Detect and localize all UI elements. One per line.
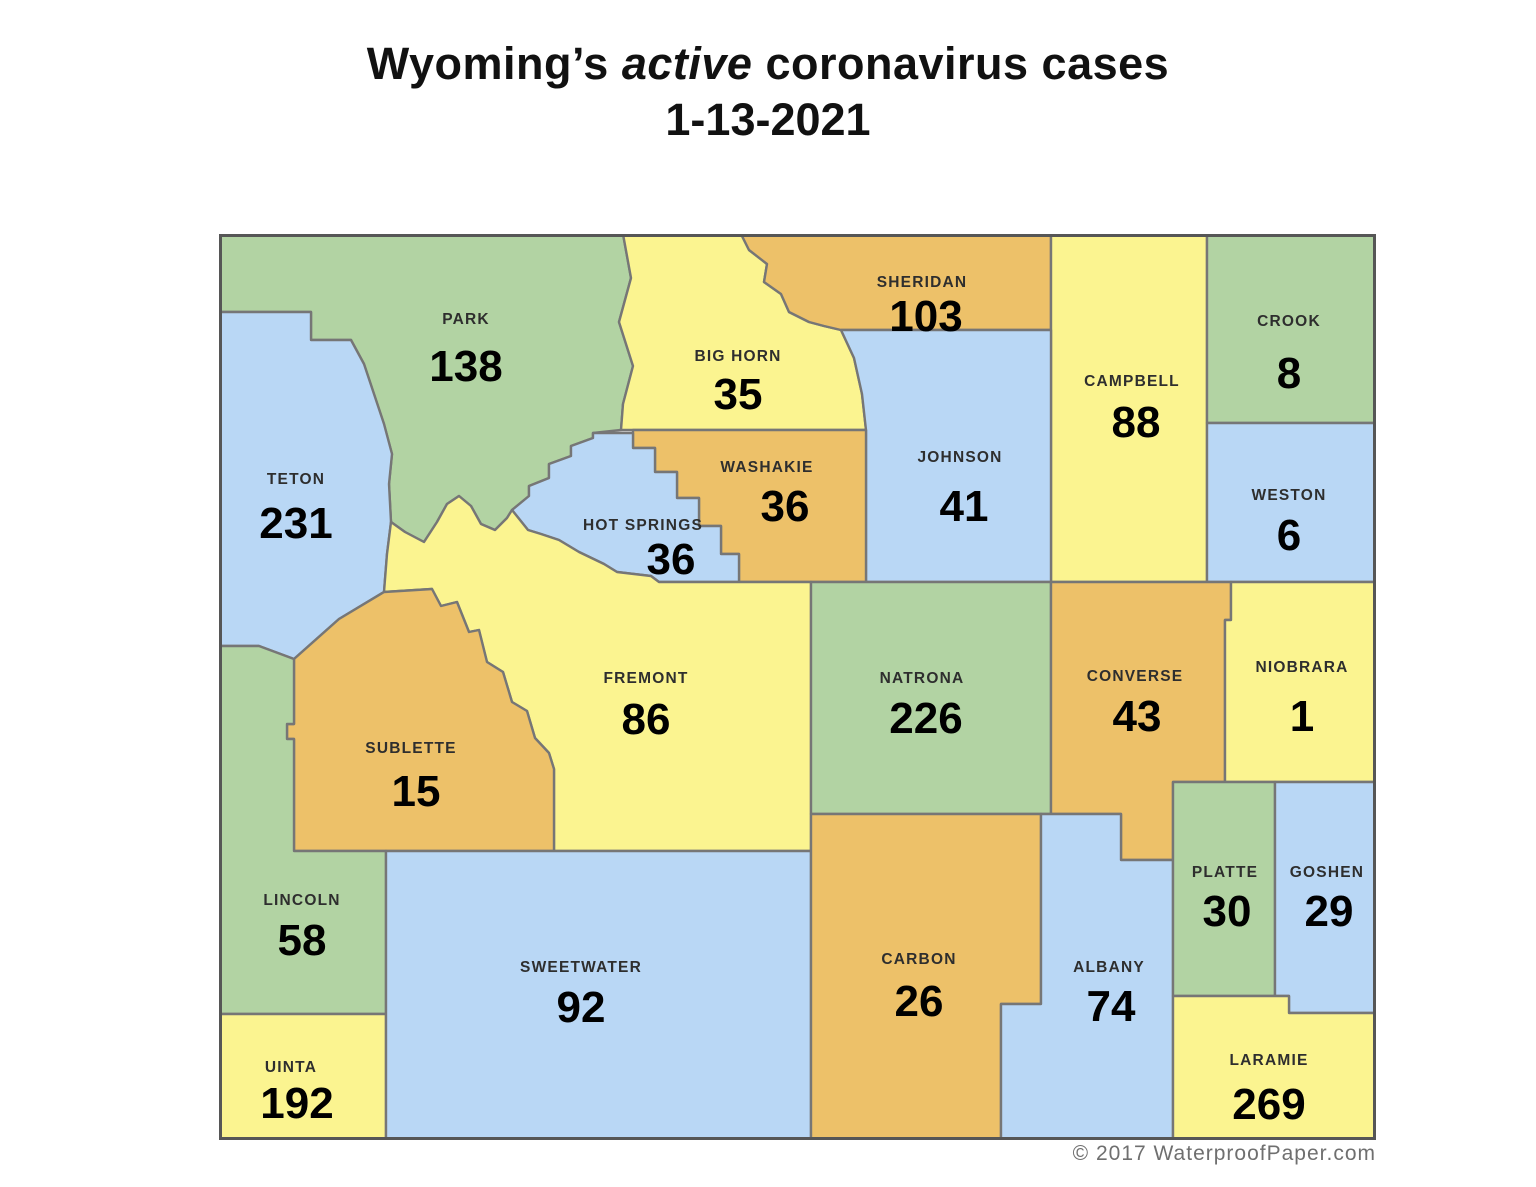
- county-uinta-value: 192: [260, 1079, 333, 1128]
- county-albany-label: ALBANY: [1073, 959, 1145, 976]
- county-teton-value: 231: [259, 499, 332, 548]
- county-carbon-label: CARBON: [881, 951, 956, 968]
- county-uinta-label: UINTA: [265, 1059, 317, 1076]
- county-park-label: PARK: [442, 311, 490, 328]
- copyright-text: © 2017 WaterproofPaper.com: [1072, 1142, 1376, 1165]
- title-suffix: coronavirus cases: [765, 38, 1170, 89]
- county-niobrara-label: NIOBRARA: [1255, 659, 1348, 676]
- county-goshen-value: 29: [1305, 887, 1354, 936]
- title-emphasis: active: [621, 38, 753, 89]
- county-teton-label: TETON: [267, 471, 325, 488]
- county-johnson-value: 41: [940, 482, 989, 531]
- county-niobrara: [1223, 580, 1378, 784]
- county-weston-label: WESTON: [1252, 487, 1327, 504]
- map-border: [219, 234, 1376, 1140]
- county-natrona-label: NATRONA: [880, 670, 965, 687]
- county-sublette-value: 15: [392, 767, 441, 816]
- county-park-value: 138: [429, 342, 502, 391]
- county-carbon-value: 26: [895, 977, 944, 1026]
- county-campbell-label: CAMPBELL: [1084, 373, 1180, 390]
- county-sheridan-value: 103: [889, 292, 962, 341]
- title-date: 1-13-2021: [665, 93, 871, 145]
- county-sweetwater-value: 92: [557, 983, 606, 1032]
- county-converse-label: CONVERSE: [1087, 668, 1184, 685]
- county-big-horn-value: 35: [714, 370, 763, 419]
- county-laramie-label: LARAMIE: [1229, 1052, 1308, 1069]
- county-laramie-value: 269: [1232, 1080, 1305, 1129]
- county-weston-value: 6: [1277, 511, 1301, 560]
- county-fremont-value: 86: [622, 695, 671, 744]
- county-converse-value: 43: [1113, 692, 1162, 741]
- county-johnson-label: JOHNSON: [917, 449, 1002, 466]
- county-crook-label: CROOK: [1257, 313, 1321, 330]
- county-sweetwater-label: SWEETWATER: [520, 959, 642, 976]
- county-washakie-value: 36: [761, 482, 810, 531]
- county-crook-value: 8: [1277, 349, 1301, 398]
- county-lincoln-label: LINCOLN: [263, 892, 340, 909]
- county-platte-value: 30: [1203, 887, 1252, 936]
- wyoming-county-map: PARK 138 TETON 231 BIG HORN 35 SHERIDAN 103 CAMP…: [217, 232, 1378, 1142]
- title-prefix: Wyoming’s: [366, 38, 609, 89]
- county-sublette-label: SUBLETTE: [365, 740, 456, 757]
- chart-title-block: Wyoming’s active coronavirus cases 1-13-…: [0, 36, 1536, 148]
- page-title: Wyoming’s active coronavirus cases: [0, 36, 1536, 92]
- county-goshen-label: GOSHEN: [1290, 864, 1364, 881]
- county-natrona-value: 226: [889, 694, 962, 743]
- county-platte-label: PLATTE: [1192, 864, 1258, 881]
- county-hot-springs-value: 36: [647, 535, 696, 584]
- county-hot-springs-label: HOT SPRINGS: [583, 517, 703, 534]
- county-sheridan-label: SHERIDAN: [877, 274, 968, 291]
- county-big-horn-label: BIG HORN: [694, 348, 781, 365]
- county-albany-value: 74: [1087, 982, 1136, 1031]
- county-washakie-label: WASHAKIE: [720, 459, 813, 476]
- county-niobrara-value: 1: [1290, 692, 1314, 741]
- county-fremont-label: FREMONT: [603, 670, 688, 687]
- county-lincoln-value: 58: [278, 916, 327, 965]
- county-campbell-value: 88: [1112, 398, 1161, 447]
